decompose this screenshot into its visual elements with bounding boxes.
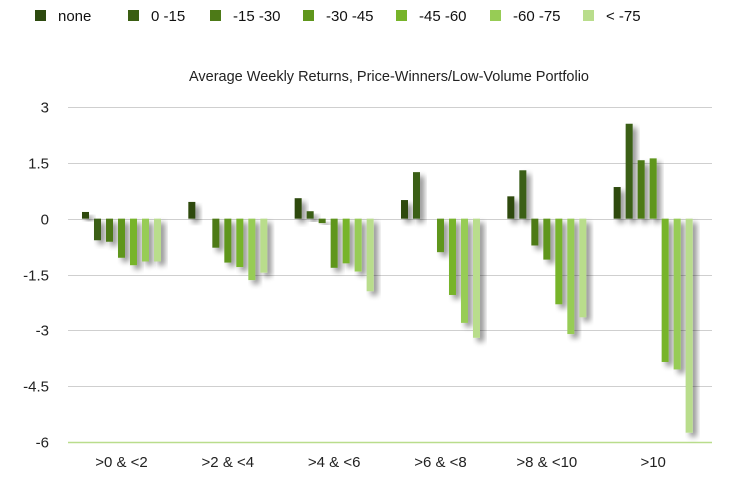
- legend-label: -15 -30: [233, 8, 281, 25]
- bar: [130, 218, 137, 266]
- y-tick-label: -6: [36, 435, 49, 452]
- bar: [543, 218, 551, 260]
- y-tick-label: -3: [36, 323, 49, 340]
- bar: [413, 172, 420, 219]
- bar: [473, 218, 480, 338]
- x-tick-label: >2 & <4: [202, 454, 255, 471]
- y-tick-label: -1.5: [23, 268, 49, 285]
- bar: [649, 158, 657, 219]
- x-tick-label: >4 & <6: [308, 454, 361, 471]
- bar: [437, 218, 444, 253]
- bar: [342, 218, 350, 264]
- bar: [94, 218, 101, 241]
- x-tick-label: >8 & <10: [516, 454, 577, 471]
- bar: [212, 218, 220, 248]
- legend-label: < -75: [606, 8, 641, 25]
- bar: [318, 218, 326, 224]
- legend-swatch: [128, 10, 139, 21]
- bar: [685, 218, 693, 433]
- bar: [613, 187, 621, 219]
- legend-swatch: [583, 10, 594, 21]
- legend-swatch: [490, 10, 501, 21]
- bar: [306, 211, 314, 219]
- legend: none 0 -15 -15 -30 -30 -45 -45 -60 -60 -75 < -…: [35, 8, 641, 25]
- bar: [401, 200, 408, 219]
- bar: [673, 218, 681, 370]
- bar: [236, 218, 244, 268]
- legend-swatch: [303, 10, 314, 21]
- bar: [224, 218, 232, 263]
- bar: [461, 218, 468, 323]
- bars: [82, 123, 693, 433]
- y-tick-label: -4.5: [23, 379, 49, 396]
- bar: [354, 218, 362, 272]
- bar: [507, 196, 515, 219]
- bar: [579, 218, 587, 318]
- bar: [661, 218, 669, 362]
- x-tick-label: >6 & <8: [414, 454, 467, 471]
- legend-label: -30 -45: [326, 8, 374, 25]
- bar: [637, 160, 645, 219]
- legend-swatch: [210, 10, 221, 21]
- bar: [531, 218, 539, 246]
- y-tick-label: 3: [41, 100, 49, 117]
- legend-label: 0 -15: [151, 8, 185, 25]
- legend-label: -60 -75: [513, 8, 561, 25]
- bar: [294, 198, 302, 219]
- x-tick-label: >10: [640, 454, 665, 471]
- bar: [248, 218, 256, 281]
- legend-swatch: [396, 10, 407, 21]
- bar: [82, 211, 89, 219]
- legend-swatch: [35, 10, 46, 21]
- bar: [106, 218, 113, 242]
- bar: [449, 218, 456, 295]
- bar: [118, 218, 125, 258]
- gridlines: [68, 107, 712, 444]
- bar: [366, 218, 374, 292]
- y-axis-ticks: 3 1.5 0 -1.5 -3 -4.5 -6: [23, 100, 49, 452]
- x-tick-label: >0 & <2: [95, 454, 148, 471]
- bar: [519, 170, 527, 219]
- legend-label: none: [58, 8, 91, 25]
- chart-title: Average Weekly Returns, Price-Winners/Lo…: [189, 69, 589, 85]
- bar: [567, 218, 575, 335]
- y-tick-label: 1.5: [28, 156, 49, 173]
- bar: [555, 218, 563, 305]
- bar: [188, 201, 196, 219]
- bar: [625, 123, 633, 219]
- bar: [260, 218, 268, 273]
- bar: [142, 218, 149, 262]
- y-tick-label: 0: [41, 212, 49, 229]
- legend-label: -45 -60: [419, 8, 467, 25]
- x-axis-ticks: >0 & <2 >2 & <4 >4 & <6 >6 & <8 >8 & <10 >10: [95, 454, 666, 471]
- bar: [330, 218, 338, 268]
- bar: [154, 218, 161, 262]
